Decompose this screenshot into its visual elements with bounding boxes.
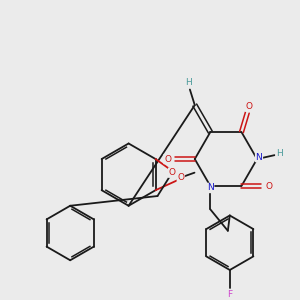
Text: N: N xyxy=(207,184,214,193)
Text: O: O xyxy=(265,182,272,190)
Text: O: O xyxy=(164,154,171,164)
Text: H: H xyxy=(276,149,283,158)
Text: O: O xyxy=(246,102,253,111)
Text: O: O xyxy=(169,168,176,177)
Text: O: O xyxy=(177,173,184,182)
Text: N: N xyxy=(256,153,262,162)
Text: F: F xyxy=(227,290,232,299)
Text: H: H xyxy=(186,78,192,87)
